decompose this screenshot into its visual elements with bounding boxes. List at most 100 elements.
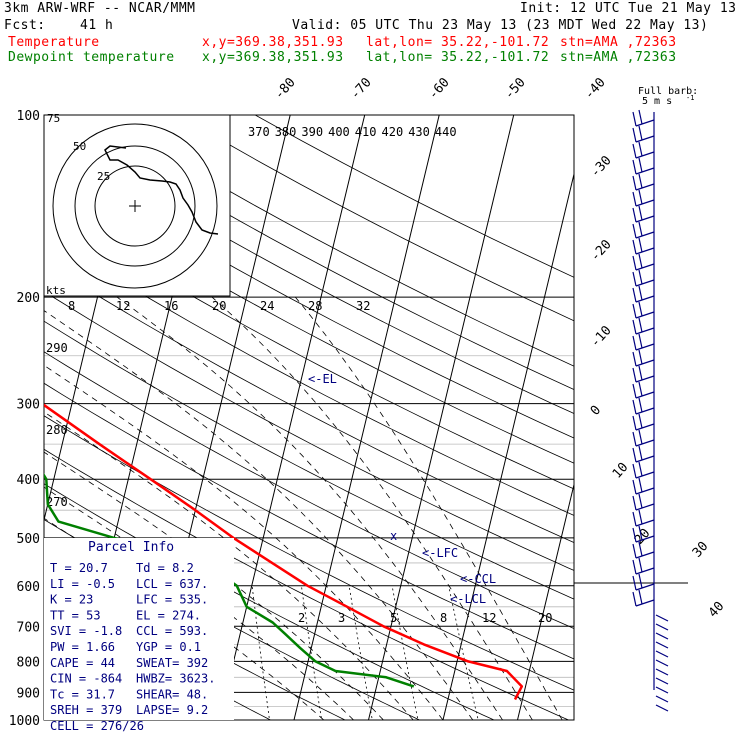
moist-adiabat <box>44 310 474 720</box>
dry-adiabat-label: 410 <box>355 125 377 139</box>
moist-adiabat <box>294 296 563 720</box>
init-time: Init: 12 UTC Tue 21 May 13 <box>520 1 737 16</box>
dry-adiabat-left-label: 280 <box>46 423 68 437</box>
mixing-ratio-line <box>448 585 479 720</box>
barb-legend-label: Full barb: <box>638 86 698 97</box>
wind-barb <box>632 479 637 495</box>
wind-barb <box>635 263 655 271</box>
wind-barb <box>635 167 655 175</box>
dry-adiabat <box>44 179 574 464</box>
dry-adiabat <box>44 351 574 629</box>
pressure-tick-label: 600 <box>17 580 40 595</box>
wind-barb <box>638 461 643 477</box>
wind-barb <box>635 327 655 335</box>
legend-temperature: Temperature <box>8 35 100 50</box>
wind-barb <box>632 351 637 367</box>
dry-adiabat <box>44 382 574 660</box>
wind-barb <box>632 367 637 383</box>
wind-barb <box>632 223 637 239</box>
pressure-tick-label: 1000 <box>9 714 40 729</box>
wind-barb <box>632 495 637 511</box>
isotherm-label: -40 <box>582 75 609 102</box>
hodograph-trace <box>104 145 219 235</box>
wind-barb <box>632 591 637 607</box>
wind-barb <box>635 471 655 479</box>
wind-barb <box>638 541 643 557</box>
parcel-info-right: YGP = 0.1 <box>136 640 201 654</box>
moist-adiabat <box>44 364 444 720</box>
wind-barb <box>655 668 669 676</box>
parcel-info-left: PW = 1.66 <box>50 640 115 654</box>
barb-legend-exponent: -1 <box>686 94 694 102</box>
wind-barb <box>632 239 637 255</box>
wind-barb <box>638 269 643 285</box>
wind-barb <box>632 159 637 175</box>
parcel-info-left: K = 23 <box>50 593 93 607</box>
parcel-info-right: LAPSE= 9.2 <box>136 703 208 717</box>
dry-adiabat-label: 390 <box>301 125 323 139</box>
wind-barb <box>638 333 643 349</box>
barb-legend-value: 5 m s <box>642 96 672 107</box>
temperature-profile <box>44 403 524 701</box>
dry-adiabat <box>44 290 574 571</box>
moist-adiabat <box>44 411 414 720</box>
wind-barb <box>635 487 655 495</box>
wind-barb <box>635 311 655 319</box>
dry-adiabat <box>44 415 574 691</box>
wind-barb <box>635 423 655 431</box>
dry-adiabat-label: 400 <box>328 125 350 139</box>
wind-barb <box>638 525 643 541</box>
pressure-tick-label: 500 <box>17 532 40 547</box>
parcel-info-right: Td = 8.2 <box>136 561 194 575</box>
parcel-info-left: SREH = 379 <box>50 703 122 717</box>
dry-adiabat-label: 380 <box>275 125 297 139</box>
hodograph-ring-label: 50 <box>73 140 86 153</box>
mixing-ratio-label: 3 <box>338 611 345 625</box>
wind-barb <box>655 686 669 694</box>
wind-barb <box>632 383 637 399</box>
wind-barb <box>632 543 637 559</box>
wind-barb <box>638 573 643 589</box>
wind-barb <box>632 143 637 159</box>
wind-barb <box>632 575 637 591</box>
wind-barb <box>635 567 655 575</box>
isotherm-label: -20 <box>588 237 615 264</box>
wind-barb <box>632 431 637 447</box>
wind-barb <box>638 221 643 237</box>
wind-barb <box>635 407 655 415</box>
hodograph-scale-label: 16 <box>164 299 178 313</box>
hodograph-ring <box>74 145 196 267</box>
model-title: 3km ARW-WRF -- NCAR/MMM <box>4 1 196 16</box>
hodograph-ring <box>52 123 218 289</box>
wind-barb <box>638 365 643 381</box>
wind-barb <box>635 519 655 527</box>
wind-barb <box>655 623 669 631</box>
isotherm-label: 0 <box>588 403 604 419</box>
dry-adiabat-label: 440 <box>435 125 457 139</box>
wind-barb <box>638 397 643 413</box>
wind-barb <box>638 237 643 253</box>
isotherm-line <box>589 115 737 733</box>
isotherm-line <box>293 115 440 720</box>
equilibrium-level-marker: <-EL <box>308 372 337 386</box>
wind-barb <box>632 527 637 543</box>
wind-barb <box>635 455 655 463</box>
mixing-ratio-label: 8 <box>440 611 447 625</box>
parcel-info-left: Tc = 31.7 <box>50 687 115 701</box>
wind-barb <box>638 381 643 397</box>
parcel-info-right: CCL = 593. <box>136 624 208 638</box>
dew-latlon: lat,lon= 35.22,-101.72 <box>366 50 550 65</box>
ccl-marker: <-CCL <box>460 572 496 586</box>
dry-adiabat-label: 370 <box>248 125 270 139</box>
wind-barb <box>632 127 637 143</box>
wind-barb <box>655 695 669 703</box>
pressure-tick-label: 700 <box>17 620 40 635</box>
wind-barb <box>632 463 637 479</box>
lcl-marker: <-LCL <box>450 592 486 606</box>
dry-adiabat <box>62 115 574 390</box>
dry-adiabat <box>44 320 574 600</box>
parcel-info-right: HWBZ= 3623. <box>136 672 215 686</box>
wind-barb <box>632 335 637 351</box>
isotherm-label: -30 <box>588 153 615 180</box>
